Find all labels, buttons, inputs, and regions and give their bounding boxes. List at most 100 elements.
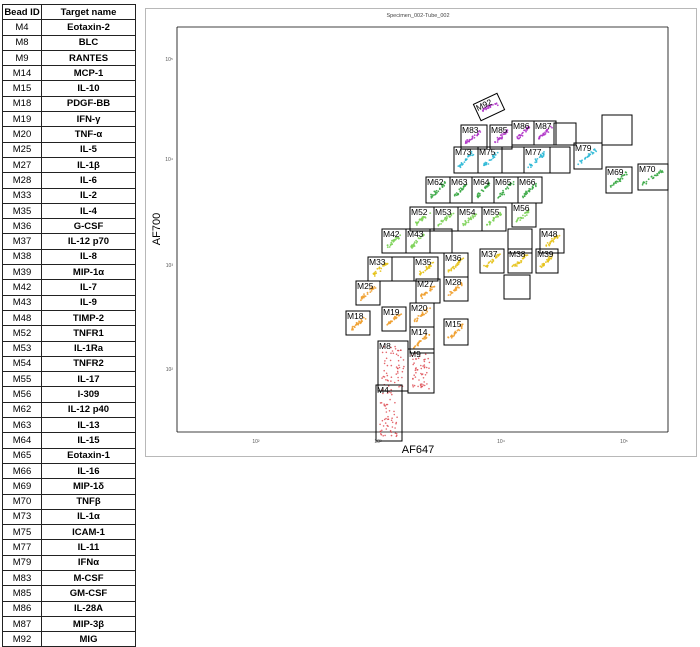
gate-label: M73 (455, 147, 472, 157)
event-dot (519, 136, 522, 139)
event-dot (483, 162, 486, 165)
event-dot (386, 244, 389, 247)
gate-outline (535, 248, 559, 274)
event-dot (379, 430, 382, 433)
event-dot (527, 209, 530, 212)
event-dot (507, 187, 510, 190)
event-dot (351, 325, 354, 328)
event-dot (394, 345, 396, 348)
event-dot (522, 214, 524, 217)
target-name-cell: MIP-3β (41, 615, 136, 633)
event-dot (360, 299, 362, 302)
event-dot (522, 257, 524, 260)
gate-label: M53 (435, 207, 452, 217)
bead-id-cell: M79 (2, 554, 42, 571)
event-dot (422, 215, 425, 218)
table-row: M70 TNFβ (2, 493, 136, 510)
event-dot (546, 258, 548, 261)
event-dot (432, 261, 435, 264)
bead-id-cell: M85 (2, 585, 42, 602)
table-row: M35 IL-4 (2, 202, 136, 220)
target-name-cell: Eotaxin-1 (41, 447, 136, 464)
bead-id-cell: M87 (2, 615, 42, 633)
event-dot (385, 417, 387, 420)
event-dot (498, 254, 500, 257)
event-dot (415, 242, 418, 244)
event-dot (385, 403, 388, 406)
event-dot (549, 242, 551, 245)
table-row: M19 IFN-γ (2, 111, 136, 128)
event-dot (470, 217, 472, 220)
event-dot (398, 237, 400, 240)
bead-id-cell: M48 (2, 309, 42, 327)
event-dot (528, 163, 531, 166)
event-dot (362, 316, 365, 319)
event-dot (417, 357, 420, 360)
event-dot (413, 374, 416, 377)
event-dot (519, 216, 522, 219)
target-name-cell: MIP-1α (41, 264, 136, 281)
event-dot (424, 334, 427, 337)
event-dot (412, 363, 415, 366)
header-bead-id: Bead ID (2, 3, 42, 21)
event-dot (660, 171, 663, 174)
event-dot (526, 128, 529, 131)
event-dot (478, 195, 480, 198)
event-dot (520, 134, 523, 137)
event-dot (474, 215, 476, 218)
event-dot (425, 268, 428, 271)
target-name-cell: PDGF-BB (41, 95, 136, 113)
event-dot (645, 182, 648, 185)
event-dot (422, 293, 425, 296)
gate-outline (413, 256, 439, 282)
gate-m9: M9 (407, 348, 435, 394)
event-dot (393, 381, 396, 384)
target-name-cell: IL-16 (41, 462, 136, 480)
event-dot (390, 419, 393, 422)
event-dot (412, 377, 414, 380)
event-dot (396, 237, 399, 239)
gate-label: M69 (607, 167, 624, 177)
event-dot (432, 286, 435, 288)
event-dot (531, 185, 534, 188)
gate-label: M35 (415, 257, 432, 267)
event-dot (657, 171, 660, 174)
event-dot (424, 309, 427, 312)
event-dot (414, 376, 417, 378)
event-dot (470, 152, 473, 155)
event-dot (539, 265, 542, 268)
event-dot (473, 136, 476, 139)
event-dot (381, 429, 383, 432)
event-dot (390, 346, 392, 349)
target-name-cell: IL-10 (41, 80, 136, 97)
event-dot (354, 324, 357, 327)
event-dot (394, 239, 397, 241)
event-dot (381, 377, 383, 379)
event-dot (546, 242, 549, 244)
event-dot (396, 367, 399, 370)
event-dot (384, 405, 387, 407)
event-dot (382, 265, 384, 267)
event-dot (394, 401, 396, 404)
event-dot (625, 173, 628, 176)
event-dot (374, 270, 377, 273)
event-dot (420, 372, 422, 375)
bead-id-cell: M70 (2, 493, 42, 510)
event-dot (425, 366, 428, 369)
bead-id-cell: M52 (2, 325, 42, 342)
event-dot (390, 364, 393, 367)
event-dot (402, 367, 405, 370)
event-dot (485, 161, 488, 164)
target-name-cell: IFN-γ (41, 111, 136, 128)
event-dot (431, 288, 433, 291)
event-dot (455, 289, 458, 291)
event-dot (431, 195, 434, 198)
gate-outline (573, 142, 603, 170)
event-dot (496, 141, 499, 143)
event-dot (395, 316, 398, 319)
gate-outline (501, 146, 525, 174)
gate-m28: M28 (443, 276, 469, 302)
table-row: M66 IL-16 (2, 462, 136, 480)
event-dot (452, 335, 454, 338)
event-dot (434, 191, 437, 194)
